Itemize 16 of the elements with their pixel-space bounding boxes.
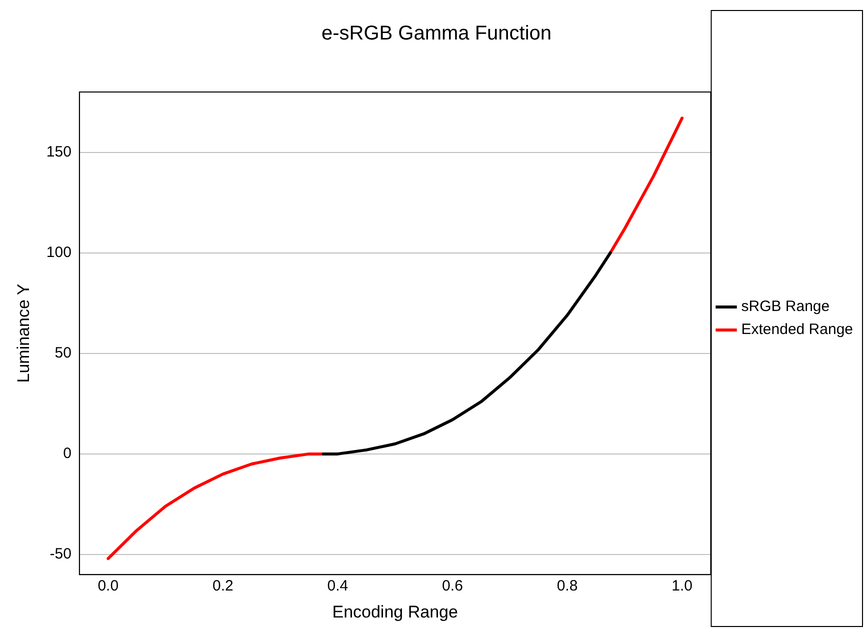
- x-tick-label: 0.6: [442, 578, 463, 595]
- x-tick-label: 0.8: [556, 578, 578, 595]
- x-tick-label: 0.0: [98, 578, 119, 595]
- y-tick-label: 50: [54, 344, 72, 362]
- x-axis-title: Encoding Range: [332, 602, 458, 622]
- y-tick-label: -50: [50, 546, 72, 563]
- x-tick-label: 1.0: [672, 578, 692, 595]
- chart-title: e-sRGB Gamma Function: [321, 22, 552, 45]
- legend-label: Extended Range: [741, 321, 854, 338]
- x-tick-label: 0.2: [212, 578, 234, 595]
- y-tick-label: 100: [46, 244, 72, 262]
- legend-label: sRGB Range: [741, 298, 830, 316]
- y-axis-title: Luminance Y: [14, 284, 33, 383]
- y-tick-label: 0: [63, 445, 72, 462]
- y-tick-label: 150: [46, 143, 72, 160]
- x-tick-label: 0.4: [327, 578, 348, 595]
